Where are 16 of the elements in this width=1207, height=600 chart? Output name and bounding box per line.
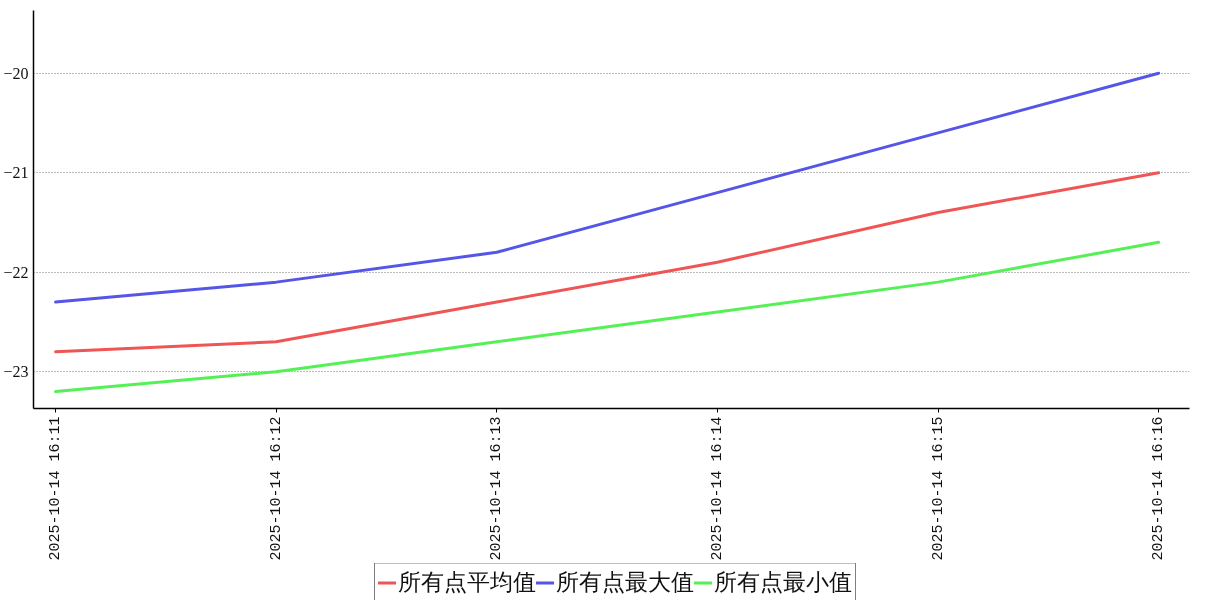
legend-label: 所有点平均值 (397, 568, 536, 597)
x-tick-label: 2025-10-14 16:15 (929, 416, 947, 561)
y-tick-label: −20 (3, 64, 29, 82)
x-tick-label: 2025-10-14 16:11 (47, 416, 65, 561)
x-tick-label: 2025-10-14 16:13 (488, 416, 506, 561)
line-series (54, 171, 1161, 354)
y-tick-label: −21 (3, 164, 29, 182)
y-tick-label: −23 (3, 363, 29, 381)
x-tick-label: 2025-10-14 16:16 (1150, 416, 1168, 561)
legend-label: 所有点最小值 (713, 568, 852, 597)
y-tick-label: −22 (3, 263, 29, 281)
x-tick-label: 2025-10-14 16:14 (708, 416, 726, 561)
legend-label: 所有点最大值 (555, 568, 694, 597)
x-tick-label: 2025-10-14 16:12 (267, 416, 285, 561)
line-series (54, 240, 1161, 394)
line-series (54, 71, 1161, 304)
